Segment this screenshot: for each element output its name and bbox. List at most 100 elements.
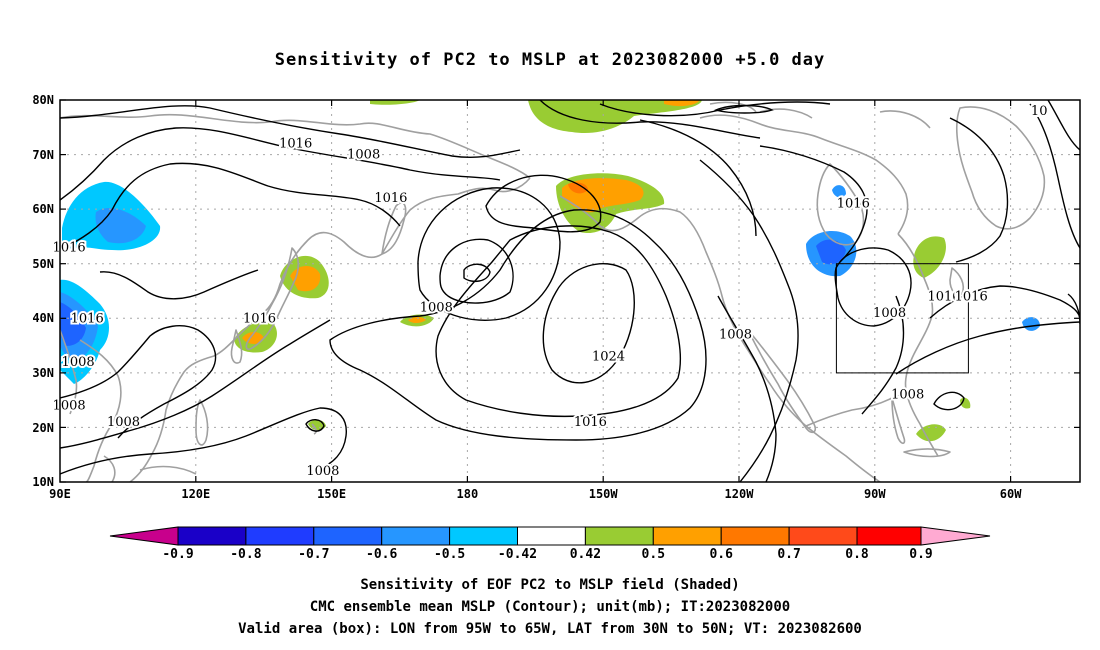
- map-frame: [59, 99, 1081, 483]
- isobar-1016-atlantic: [929, 285, 1080, 321]
- pos-region-labrador: [913, 236, 946, 278]
- colorbar-cell: [177, 526, 247, 546]
- coast-baja: [747, 329, 817, 434]
- colorbar-high-arrow: [920, 526, 991, 546]
- lat-label: 20N: [32, 421, 54, 435]
- isobar-low-aleutian-inner: [463, 263, 491, 283]
- pos-region-arctic: [528, 100, 702, 134]
- caption-line-shaded: Sensitivity of EOF PC2 to MSLP field (Sh…: [360, 577, 740, 593]
- lon-label: 120E: [181, 487, 210, 501]
- pos-region-siberia-shore: [370, 100, 420, 105]
- contour-label: 1008: [347, 148, 380, 163]
- lon-label: 90W: [864, 487, 886, 501]
- colorbar-cell: [245, 526, 315, 546]
- axes-layer: 80N 70N 60N 50N 40N 30N 20N 10N 90E 120E…: [32, 93, 1080, 501]
- colorbar-label: -0.8: [230, 547, 261, 562]
- colorbar-label: 0.8: [845, 547, 869, 562]
- lat-label: 60N: [32, 202, 54, 216]
- colorbar-cell: [856, 526, 922, 546]
- lat-label: 80N: [32, 93, 54, 107]
- contour-label: 1008: [107, 415, 140, 430]
- isobar-1016-south-1: [60, 319, 331, 449]
- coast-cuba: [903, 448, 951, 458]
- contour-label: 1008: [420, 300, 453, 315]
- pos-region-pacific-core: [408, 317, 426, 323]
- colorbar-cell: [313, 526, 383, 546]
- contour-label: 1008: [53, 399, 86, 414]
- coast-hawaii: [311, 423, 317, 435]
- isobar-1016-siberia: [60, 162, 401, 251]
- colorbar-label: 0.7: [777, 547, 800, 562]
- colorbar-label: 0.5: [642, 547, 665, 562]
- coast-kamchatka: [381, 202, 407, 255]
- contour-label: 1016: [53, 240, 86, 255]
- pos-region-bering-hot: [568, 182, 588, 194]
- coast-east-us: [897, 233, 939, 457]
- isobar-1008-asia-india: [60, 325, 217, 439]
- isobar-gulf-alaska: [639, 119, 757, 237]
- isobar-1008-east: [861, 295, 905, 415]
- isobar-low-aleutian-mid: [439, 238, 514, 304]
- contour-label: 1008: [306, 464, 339, 479]
- lat-label: 30N: [32, 366, 54, 380]
- neg-region-atlantic: [1022, 317, 1040, 331]
- map-title: Sensitivity of PC2 to MSLP at 2023082000…: [274, 50, 826, 70]
- isobar-1008-bering-low: [485, 174, 602, 233]
- coast-philippines: [195, 399, 209, 446]
- contour-label: 1016: [243, 311, 276, 326]
- colorbar-cell: [720, 526, 790, 546]
- colorbar-cell: [652, 526, 722, 546]
- neg-region-west-siberia-core: [95, 207, 146, 244]
- colorbar-label: -0.42: [498, 547, 537, 562]
- colorbar-label: -0.7: [298, 547, 329, 562]
- lat-label: 50N: [32, 257, 54, 271]
- contour-label: 1016: [955, 290, 988, 305]
- coast-florida: [891, 397, 906, 445]
- sensitivity-shading: [60, 100, 1040, 442]
- contour-label: 1016: [374, 191, 407, 206]
- caption-line-contour: CMC ensemble mean MSLP (Contour); unit(m…: [309, 599, 791, 615]
- lon-label: 120W: [725, 487, 755, 501]
- isobar-atlantic-lens: [933, 391, 965, 411]
- pos-region-caribbean: [916, 424, 946, 442]
- coast-korea: [230, 329, 243, 364]
- coast-japan: [245, 247, 300, 351]
- contour-label: 1016: [279, 137, 312, 152]
- isobar-1016-arctic: [60, 105, 521, 159]
- colorbar: -0.9 -0.8 -0.7 -0.6 -0.5 -0.42 0.42 0.5 …: [109, 526, 991, 562]
- contour-label: 1008: [719, 328, 752, 343]
- colorbar-cell: [584, 526, 654, 546]
- neg-region-hudson: [832, 185, 846, 198]
- contour-label: 1008: [873, 306, 906, 321]
- colorbar-label: -0.5: [434, 547, 465, 562]
- isobar-arctic-lens: [713, 104, 774, 114]
- isobar-1016-asia-mid: [99, 269, 259, 300]
- contour-label: 1024: [592, 350, 625, 365]
- contour-label: 1016: [71, 311, 104, 326]
- caption: Sensitivity of EOF PC2 to MSLP field (Sh…: [0, 574, 1100, 640]
- coast-indochina: [79, 339, 122, 482]
- contour-label: 1016: [927, 290, 960, 305]
- isobar-1016-atlantic-2: [895, 321, 1080, 375]
- lat-label: 10N: [32, 475, 54, 489]
- colorbar-cell: [381, 526, 451, 546]
- coast-newfoundland: [949, 267, 965, 296]
- colorbar-cell: [788, 526, 858, 546]
- contour-label: 1016: [837, 197, 870, 212]
- isobar-ne-corner: [1047, 100, 1080, 151]
- colorbar-label: 0.6: [709, 547, 733, 562]
- coast-gulf: [805, 393, 917, 427]
- coast-arctic-america: [699, 114, 909, 235]
- colorbar-low-arrow: [109, 526, 179, 546]
- contour-label: 10: [1031, 104, 1048, 119]
- coast-greenland: [955, 106, 1046, 230]
- isobar-low-aleutian-outer: [417, 187, 561, 321]
- coast-asia-pacific: [129, 177, 531, 482]
- isobar-1024-high: [542, 262, 635, 384]
- coast-canada-islands: [709, 101, 931, 129]
- isobar-arctic-high-ne: [599, 101, 831, 117]
- lat-label: 40N: [32, 311, 54, 325]
- colorbar-label: 0.42: [570, 547, 601, 562]
- coast-sw-pacific: [103, 455, 197, 482]
